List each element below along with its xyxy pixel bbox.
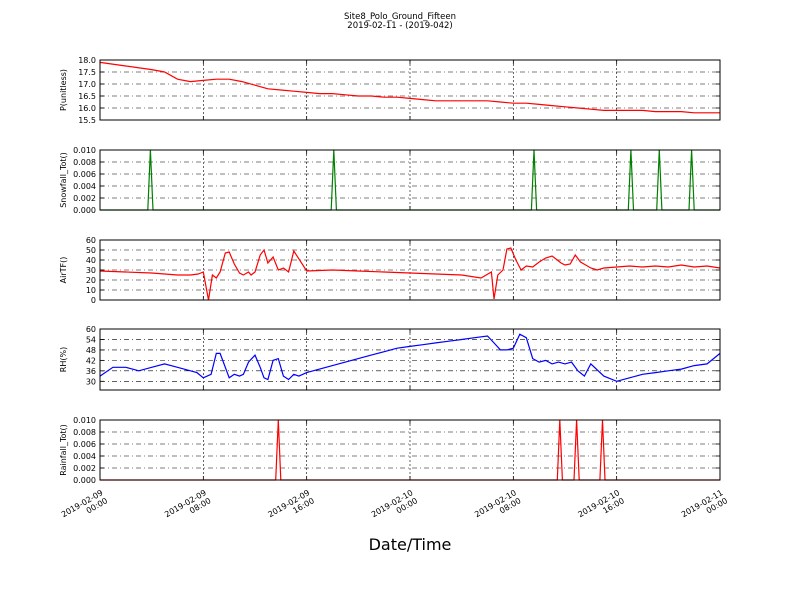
- y-tick-label: 50: [86, 246, 96, 255]
- chart-subtitle: 2019-02-11 - (2019-042): [347, 21, 453, 31]
- y-tick-label: 54: [86, 335, 96, 344]
- y-axis-label: AirTF(): [59, 257, 68, 284]
- x-tick-label: 2019-02-1000:00: [370, 488, 419, 527]
- y-tick-label: 40: [86, 256, 96, 265]
- y-tick-label: 18.0: [78, 56, 96, 65]
- chart-title: Site8_Polo_Ground_Fifteen: [344, 12, 456, 22]
- y-tick-label: 0.006: [73, 440, 96, 449]
- y-tick-label: 0.006: [73, 170, 96, 179]
- x-axis-label: Date/Time: [368, 535, 452, 554]
- y-tick-label: 30: [86, 266, 96, 275]
- series-line: [99, 61, 720, 114]
- subplot-2: 0.000 0.002 0.004 0.006 0.008 0.010 Snowfall_T…: [59, 146, 721, 215]
- y-tick-label: 0: [91, 296, 96, 305]
- y-tick-label: 0.002: [73, 464, 96, 473]
- y-tick-label: 0.004: [73, 182, 96, 191]
- x-tick-label: 2019-02-1008:00: [473, 488, 522, 527]
- y-tick-label: 0.000: [73, 206, 96, 215]
- y-axis-label: RH(%): [59, 347, 68, 372]
- x-tick-label: 2019-02-0916:00: [266, 488, 315, 527]
- x-tick-label: 2019-02-0908:00: [163, 488, 212, 527]
- y-tick-label: 0.010: [73, 146, 96, 155]
- subplot-1: 15.5 16.0 16.5 17.0 17.5 18.0 P(unitless): [59, 56, 721, 125]
- y-axis-label: Rainfall_Tot(): [59, 424, 68, 476]
- y-tick-label: 0.010: [73, 416, 96, 425]
- y-tick-label: 30: [86, 377, 96, 386]
- x-tick-label: 2019-02-1100:00: [680, 488, 729, 527]
- y-tick-label: 0.004: [73, 452, 96, 461]
- y-tick-label: 0.008: [73, 158, 96, 167]
- series-line: [99, 247, 721, 301]
- y-tick-label: 17.0: [78, 80, 96, 89]
- y-axis-label: Snowfall_Tot(): [59, 152, 68, 208]
- y-tick-label: 0.008: [73, 428, 96, 437]
- x-tick-label: 2019-02-0900:00: [60, 488, 109, 527]
- y-tick-label: 36: [86, 367, 96, 376]
- y-tick-label: 10: [86, 286, 96, 295]
- y-tick-label: 20: [86, 276, 96, 285]
- subplot-5: 0.000 0.002 0.004 0.006 0.008 0.010 Rainfall_T…: [59, 416, 721, 485]
- y-axis-label: P(unitless): [59, 69, 68, 111]
- y-tick-label: 0.000: [73, 476, 96, 485]
- y-tick-label: 48: [86, 346, 96, 355]
- y-tick-label: 0.002: [73, 194, 96, 203]
- y-tick-label: 16.5: [78, 92, 96, 101]
- y-tick-label: 42: [86, 356, 96, 365]
- y-tick-label: 15.5: [78, 116, 96, 125]
- y-tick-label: 17.5: [78, 68, 96, 77]
- x-tick-label: 2019-02-1016:00: [576, 488, 625, 527]
- y-tick-label: 60: [86, 236, 96, 245]
- y-tick-label: 16.0: [78, 104, 96, 113]
- y-tick-label: 60: [86, 325, 96, 334]
- series-line: [99, 333, 721, 382]
